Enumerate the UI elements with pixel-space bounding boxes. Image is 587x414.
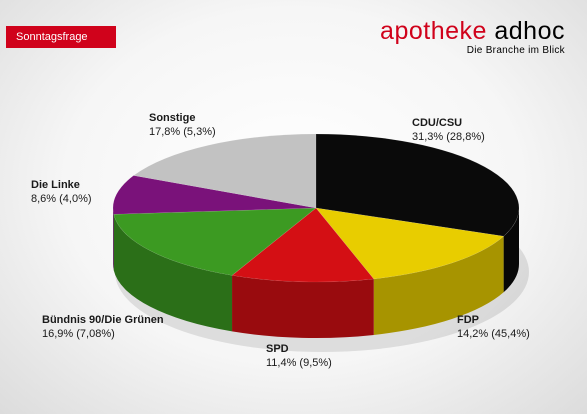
slice-name: Bündnis 90/Die Grünen xyxy=(42,314,164,326)
brand-tagline: Die Branche im Blick xyxy=(466,45,565,56)
pie-side-die-linke xyxy=(113,208,114,271)
slice-value: 17,8% (5,3%) xyxy=(149,126,216,138)
pie-slice-die-linke xyxy=(112,175,317,215)
slice-value: 14,2% (45,4%) xyxy=(457,328,530,340)
pie-slice-cdu-csu xyxy=(315,133,520,237)
slice-label-sonstige: Sonstige 17,8% (5,3%) xyxy=(149,111,216,139)
pie-side-b-ndnis-90-die-gr-nen xyxy=(113,214,233,332)
pie-slice-sonstige xyxy=(132,133,317,209)
slice-name: FDP xyxy=(457,314,479,326)
pie-slice-spd xyxy=(231,207,375,283)
brand-name: apotheke adhoc xyxy=(380,18,565,44)
slice-value: 11,4% (9,5%) xyxy=(266,357,332,369)
slice-label-cdu-csu: CDU/CSU 31,3% (28,8%) xyxy=(412,116,485,144)
sonntagsfrage-badge: Sonntagsfrage xyxy=(6,26,116,48)
slice-label-gruene: Bündnis 90/Die Grünen 16,9% (7,08%) xyxy=(42,313,164,341)
pie-side-spd xyxy=(232,275,374,338)
slice-value: 31,3% (28,8%) xyxy=(412,131,485,143)
slice-label-linke: Die Linke 8,6% (4,0%) xyxy=(31,178,92,206)
brand-logo: apotheke adhoc Die Branche im Blick xyxy=(380,18,565,56)
slice-value: 16,9% (7,08%) xyxy=(42,328,115,340)
pie-side-fdp xyxy=(373,236,504,335)
slice-name: Sonstige xyxy=(149,112,196,124)
slice-name: Die Linke xyxy=(31,179,80,191)
slice-label-spd: SPD 11,4% (9,5%) xyxy=(266,342,332,370)
pie-slice-fdp xyxy=(315,207,505,280)
slice-name: SPD xyxy=(266,343,289,355)
slice-label-fdp: FDP 14,2% (45,4%) xyxy=(457,313,530,341)
pie-slice-b-ndnis-90-die-gr-nen xyxy=(113,207,317,276)
brand-name-part2: adhoc xyxy=(494,17,565,45)
brand-name-part1: apotheke xyxy=(380,17,487,45)
pie-side-cdu-csu xyxy=(503,208,519,293)
slice-name: CDU/CSU xyxy=(412,117,463,129)
slice-value: 8,6% (4,0%) xyxy=(31,193,92,205)
